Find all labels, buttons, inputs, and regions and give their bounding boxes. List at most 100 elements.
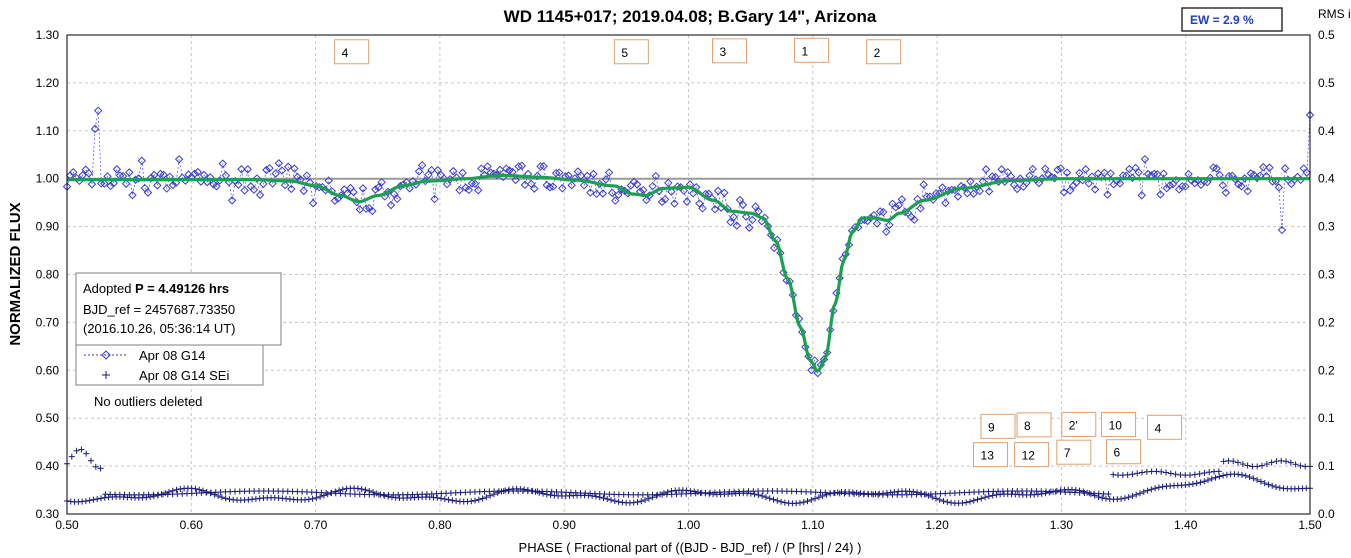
flux-point [611, 196, 620, 205]
rms-point [1254, 476, 1261, 483]
flux-point [941, 198, 950, 208]
rms-point [1208, 475, 1215, 482]
flux-point [1140, 154, 1150, 164]
flux-point [283, 162, 293, 171]
rms-point [434, 494, 441, 501]
dip-label-box [1056, 439, 1092, 465]
rms-point [1196, 470, 1203, 477]
flux-point [212, 182, 221, 191]
rms-point [487, 492, 494, 499]
flux-point [424, 170, 433, 179]
rms-point [604, 496, 611, 503]
flux-point [227, 196, 237, 205]
flux-point [87, 180, 97, 189]
flux-point [607, 188, 617, 198]
y2-tick-label: 0.3 [1318, 220, 1335, 234]
flux-point [240, 186, 249, 195]
period-prefix: Adopted [83, 281, 135, 296]
flux-point [579, 181, 589, 190]
rms-point [963, 499, 970, 506]
rms-point [339, 486, 346, 493]
chart-title: WD 1145+017; 2019.04.08; B.Gary 14", Ari… [504, 7, 877, 26]
rms-point [441, 496, 448, 503]
flux-point [682, 197, 692, 206]
flux-point [536, 162, 545, 171]
flux-point [1090, 185, 1100, 194]
flux-point [738, 200, 748, 210]
rms-point [642, 497, 649, 504]
dip-label-text: 1 [802, 44, 809, 58]
flux-point [632, 180, 642, 189]
rms-point [800, 499, 807, 506]
flux-point [1075, 168, 1084, 178]
dip-label-box [1061, 411, 1097, 437]
flux-point [551, 168, 561, 178]
rms-point [1283, 458, 1290, 465]
flux-point [959, 183, 969, 192]
rms-point [770, 496, 777, 503]
rms-point [1230, 458, 1237, 465]
rms-point [370, 489, 377, 496]
flux-point [125, 168, 134, 177]
rms-point [313, 494, 320, 501]
rms-point [1216, 473, 1223, 480]
rms-point [664, 488, 671, 495]
rms-point [1215, 468, 1222, 475]
flux-point [555, 168, 564, 177]
info-box: Adopted P = 4.49126 hrs BJD_ref = 245768… [75, 272, 282, 346]
flux-point [813, 368, 822, 378]
flux-point [374, 183, 383, 192]
flux-point [112, 165, 122, 174]
flux-point [1040, 164, 1050, 173]
dip-label-box [1106, 439, 1142, 465]
flux-point [193, 167, 203, 177]
rms-point [1158, 468, 1165, 475]
flux-point [1181, 182, 1190, 191]
flux-point [667, 187, 676, 196]
rms-point [1144, 487, 1151, 494]
flux-point [1252, 173, 1262, 183]
flux-point [910, 215, 919, 224]
flux-point [1037, 174, 1047, 183]
rms-point [226, 496, 233, 503]
flux-point [90, 124, 100, 134]
flux-point [1059, 188, 1069, 197]
flux-point [265, 163, 274, 173]
y-tick-label: 1.10 [36, 124, 60, 138]
flux-point [349, 187, 358, 197]
rms-point [98, 495, 105, 502]
bjd-ref-line: BJD_ref = 2457687.73350 [83, 302, 235, 317]
flux-point [526, 179, 536, 189]
outlier-note: No outliers deleted [94, 394, 202, 409]
rms-point [1034, 491, 1041, 498]
legend: Apr 08 G14 Apr 08 G14 SEi [75, 344, 264, 386]
rms-point [1163, 469, 1170, 476]
ew-box-frame [1181, 7, 1283, 32]
flux-point [614, 190, 623, 200]
flux-point [259, 179, 268, 189]
flux-point [1190, 178, 1199, 188]
x-tick-label: 0.90 [553, 518, 577, 532]
y2-tick-label: 0.2 [1318, 363, 1335, 377]
dip-label-box [613, 39, 649, 65]
flux-point [377, 177, 386, 187]
rms-point [87, 457, 94, 464]
flux-point [1280, 164, 1290, 173]
flux-point [287, 184, 296, 194]
flux-point [470, 179, 480, 189]
rms-point [1072, 486, 1079, 493]
rms-point [804, 498, 811, 505]
flux-point [664, 178, 673, 188]
rms-point [812, 495, 819, 502]
rms-point [1212, 474, 1219, 481]
flux-point [355, 205, 365, 214]
flux-point [751, 202, 760, 211]
rms-point [653, 492, 660, 499]
rms-point [959, 500, 966, 507]
flux-point [452, 173, 461, 182]
flux-point [271, 169, 280, 178]
flux-point [361, 204, 371, 213]
rms-point [819, 492, 826, 499]
flux-point [963, 189, 972, 198]
flux-point [1178, 182, 1187, 191]
